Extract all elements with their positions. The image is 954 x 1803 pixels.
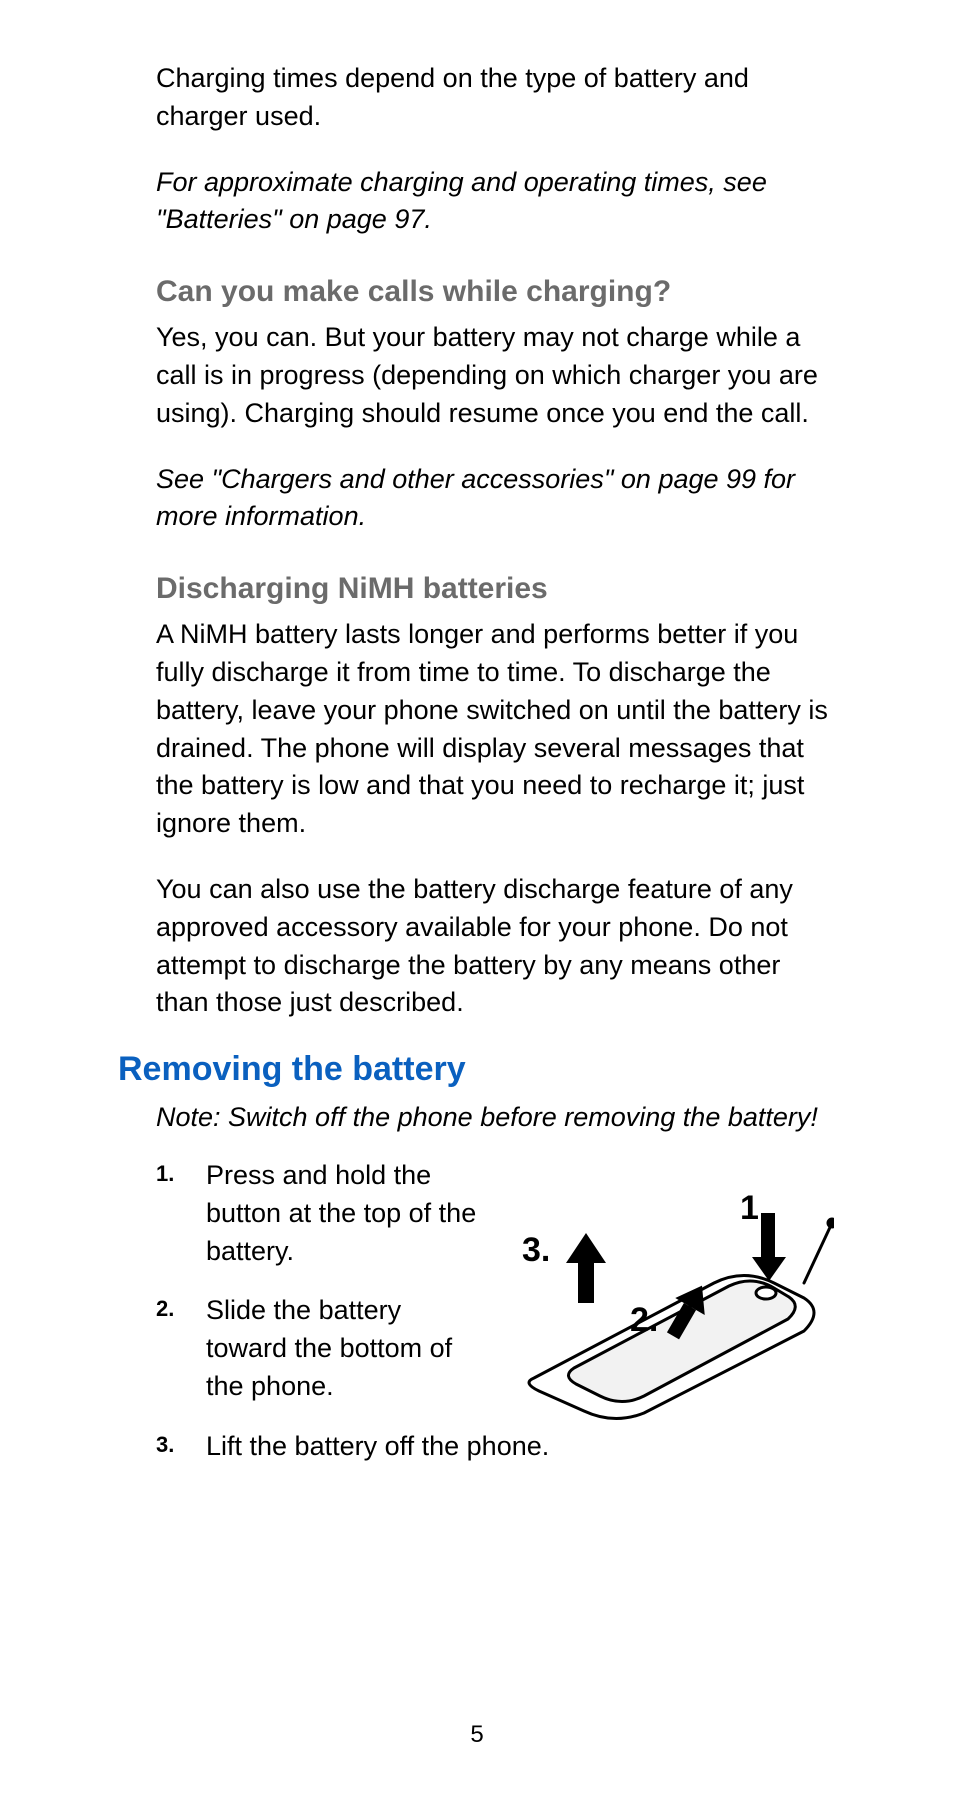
removing-note: Note: Switch off the phone before removi…: [156, 1099, 834, 1137]
list-item: Slide the battery toward the bottom of t…: [206, 1292, 834, 1405]
manual-page: Charging times depend on the type of bat…: [0, 0, 954, 1803]
removing-steps-block: 1. 2. 3. Press and hold the button at th…: [156, 1157, 834, 1488]
calls-heading: Can you make calls while charging?: [156, 275, 834, 309]
list-item: Lift the battery off the phone.: [206, 1428, 834, 1466]
discharge-paragraph-1: A NiMH battery lasts longer and performs…: [156, 616, 834, 843]
removing-title: Removing the battery: [118, 1050, 834, 1089]
list-item: Press and hold the button at the top of …: [206, 1157, 834, 1270]
calls-note: See "Chargers and other accessories" on …: [156, 461, 834, 537]
discharge-heading: Discharging NiMH batteries: [156, 572, 834, 606]
discharge-paragraph-2: You can also use the battery discharge f…: [156, 871, 834, 1022]
page-number: 5: [0, 1721, 954, 1749]
intro-paragraph-1: Charging times depend on the type of bat…: [156, 60, 834, 136]
intro-note: For approximate charging and operating t…: [156, 164, 834, 240]
calls-paragraph-1: Yes, you can. But your battery may not c…: [156, 319, 834, 432]
